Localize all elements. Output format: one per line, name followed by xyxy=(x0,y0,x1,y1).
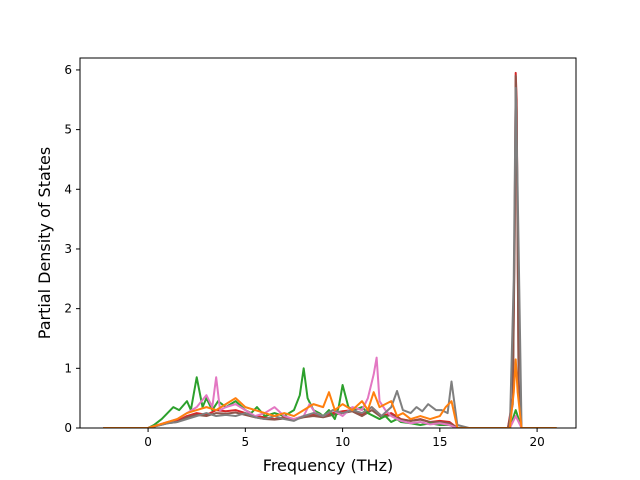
x-tick-label: 0 xyxy=(144,435,152,449)
y-tick-label: 4 xyxy=(64,182,72,196)
x-tick-label: 15 xyxy=(432,435,447,449)
plot-frame xyxy=(79,57,577,429)
series-layer xyxy=(103,71,557,428)
x-tick-label: 20 xyxy=(529,435,544,449)
x-tick-label: 5 xyxy=(242,435,250,449)
y-tick-label: 0 xyxy=(64,421,72,435)
y-tick-label: 3 xyxy=(64,242,72,256)
y-axis-label: Partial Density of States xyxy=(35,147,54,339)
y-tick-label: 5 xyxy=(64,123,72,137)
y-tick-label: 1 xyxy=(64,361,72,375)
y-tick-label: 6 xyxy=(64,63,72,77)
y-axis-ticks: 0 1 2 3 4 5 6 xyxy=(64,63,80,435)
x-axis-label: Frequency (THz) xyxy=(263,456,393,475)
series-line-3 xyxy=(103,367,557,428)
y-tick-label: 2 xyxy=(64,302,72,316)
series-line-6 xyxy=(103,358,557,428)
x-axis-ticks: 0 5 10 15 20 xyxy=(144,428,545,449)
x-tick-label: 10 xyxy=(335,435,350,449)
